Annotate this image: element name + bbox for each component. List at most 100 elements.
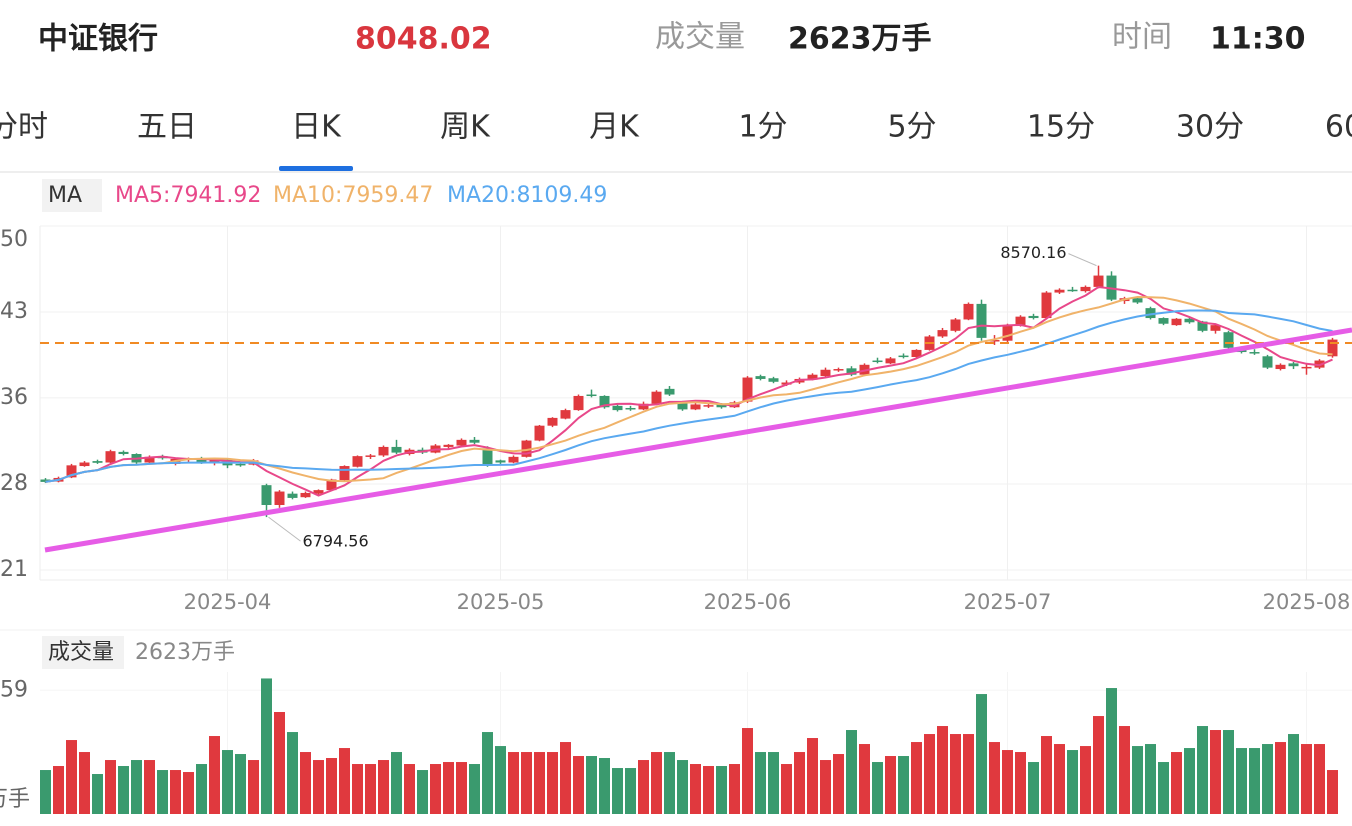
tab[interactable]: 5分: [887, 110, 936, 145]
volume-bar: [495, 746, 506, 814]
volume-bar: [1028, 762, 1039, 814]
volume-bar: [1327, 770, 1338, 814]
volume-bar: [469, 764, 480, 814]
tab[interactable]: 五日: [137, 110, 197, 145]
volume-bar: [1262, 744, 1273, 814]
volume-bar: [1106, 688, 1117, 814]
volume-bar: [703, 766, 714, 814]
candle-body: [1249, 352, 1260, 354]
candle-body: [313, 490, 324, 494]
volume-bar: [144, 760, 155, 814]
volume-bars: 5459: [0, 677, 1352, 814]
candle-body: [1093, 275, 1104, 287]
volume-bar: [976, 694, 987, 814]
volume-bar: [443, 762, 454, 814]
volume-bar: [157, 770, 168, 814]
tab[interactable]: 1分: [738, 110, 787, 145]
volume-bar: [924, 734, 935, 814]
x-tick-label: 2025-04: [184, 590, 272, 614]
candle-body: [807, 374, 818, 380]
volume-bar: [365, 764, 376, 814]
candle-body: [1041, 292, 1052, 319]
tab[interactable]: 周K: [440, 110, 491, 145]
ma-legend-item: MA20:8109.49: [447, 183, 607, 208]
tab[interactable]: 30分: [1176, 110, 1244, 145]
volume-badge: [42, 636, 124, 669]
x-tick-label: 2025-06: [704, 590, 792, 614]
candle-body: [742, 377, 753, 402]
annotation-leader: [1068, 253, 1097, 267]
volume-bar: [989, 742, 1000, 814]
candle-body: [976, 303, 987, 338]
volume-bar: [573, 756, 584, 814]
candle-body: [261, 485, 272, 505]
volume-bar: [794, 752, 805, 814]
volume-bar: [885, 756, 896, 814]
tab[interactable]: 月K: [589, 110, 640, 145]
active-tab-underline: [279, 166, 353, 171]
candle-body: [1275, 364, 1286, 370]
candle-body: [1054, 289, 1065, 293]
candle-body: [833, 369, 844, 371]
tab[interactable]: 日K: [291, 110, 342, 145]
candle-body: [1145, 308, 1156, 319]
volume-bar: [1197, 726, 1208, 814]
volume-bar: [911, 742, 922, 814]
volume-bar: [287, 732, 298, 814]
volume-bar: [937, 726, 948, 814]
volume-bar: [638, 760, 649, 814]
tab[interactable]: 60分: [1325, 110, 1352, 145]
candle-body: [118, 451, 129, 455]
candle-body: [989, 340, 1000, 342]
candle-body: [1301, 366, 1312, 369]
volume-bar: [430, 764, 441, 814]
candle-body: [690, 404, 701, 410]
candle-body: [1171, 318, 1182, 326]
volume-bar: [248, 760, 259, 814]
candle-body: [664, 388, 675, 395]
candle-body: [365, 455, 376, 457]
volume-bar: [651, 752, 662, 814]
volume-bar: [1054, 744, 1065, 814]
volume-bar: [79, 752, 90, 814]
volume-bar: [313, 760, 324, 814]
volume-bar: [1184, 748, 1195, 814]
candle-body: [612, 405, 623, 411]
candle-body: [677, 403, 688, 410]
volume-bar: [872, 762, 883, 814]
volume-bar: [105, 760, 116, 814]
candle-body: [209, 459, 220, 463]
volume-bar: [235, 754, 246, 814]
volume-bar: [755, 752, 766, 814]
tab[interactable]: 分时: [0, 110, 48, 145]
candle-body: [573, 395, 584, 411]
candle-body: [599, 395, 610, 408]
volume-bar: [222, 750, 233, 814]
volume-bar: [1145, 744, 1156, 814]
volume-bar: [729, 764, 740, 814]
y-tick-label: 7028: [0, 471, 28, 496]
candle-body: [196, 458, 207, 463]
annotations: 8570.16 6794.56: [268, 243, 1097, 551]
volume-bar: [1275, 742, 1286, 814]
volume-bar: [846, 730, 857, 814]
volume-bar: [1314, 744, 1325, 814]
volume-bar: [417, 770, 428, 814]
volume-bar: [1301, 744, 1312, 814]
volume-bar: [391, 752, 402, 814]
tab-bar: 分时 五日 日K 周K 月K 1分 5分 15分 30分 60分: [0, 110, 1352, 171]
candle-body: [456, 439, 467, 446]
volume-bar: [690, 764, 701, 814]
candle-body: [66, 465, 77, 478]
candle-body: [495, 460, 506, 463]
candle-body: [92, 461, 103, 463]
volume-bar: [1210, 730, 1221, 814]
volume-panel-total: 2623万手: [135, 640, 235, 665]
volume-bar: [404, 764, 415, 814]
volume-bar: [1119, 726, 1130, 814]
volume-bar: [1093, 716, 1104, 814]
tab[interactable]: 15分: [1027, 110, 1095, 145]
volume-bar: [534, 752, 545, 814]
candle-body: [638, 403, 649, 410]
